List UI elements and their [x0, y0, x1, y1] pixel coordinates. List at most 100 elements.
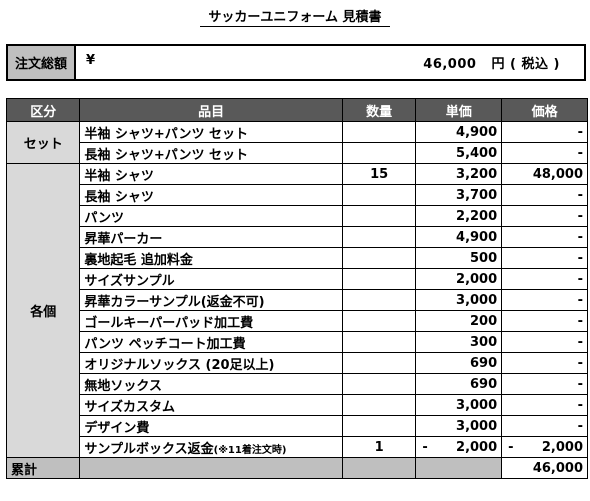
total-label: 累計	[5, 457, 81, 479]
item-quantity	[341, 394, 417, 416]
table-row: ゴールキーパーパッド加工費 200-	[7, 310, 588, 332]
estimate-table: 区分 品目 数量 単価 価格 セット 半袖 シャツ+パンツ セット 4,900- 長袖…	[5, 98, 588, 479]
item-unit-price: 300	[415, 331, 503, 353]
table-row: 昇華カラーサンプル(返金不可) 3,000-	[7, 289, 588, 311]
refund-price-value: 2,000	[541, 439, 583, 455]
item-quantity	[341, 310, 417, 332]
item-quantity	[341, 121, 417, 143]
header-price: 価格	[501, 98, 588, 122]
table-row: 長袖 シャツ+パンツ セット 5,400-	[7, 142, 588, 164]
item-quantity: 15	[341, 163, 417, 185]
item-name: ゴールキーパーパッド加工費	[79, 310, 343, 332]
item-price: -	[501, 121, 588, 143]
item-quantity	[341, 289, 417, 311]
title-underline	[200, 26, 390, 27]
total-value: 46,000	[501, 457, 588, 479]
item-name: 裏地起毛 追加料金	[79, 247, 343, 269]
item-unit-price: 3,200	[415, 163, 503, 185]
item-price: -	[501, 352, 588, 374]
item-name: 無地ソックス	[79, 373, 343, 395]
header-category: 区分	[5, 98, 81, 122]
order-total-number: 46,000	[423, 57, 477, 72]
item-name: デザイン費	[79, 415, 343, 437]
table-row: 裏地起毛 追加料金 500-	[7, 247, 588, 269]
refund-price: - 2,000	[501, 436, 588, 458]
table-row: デザイン費 3,000-	[7, 415, 588, 437]
currency-symbol: ¥	[86, 53, 96, 68]
refund-unit-price: - 2,000	[415, 436, 503, 458]
table-row: パンツ 2,200-	[7, 205, 588, 227]
total-spacer-item	[79, 457, 343, 479]
item-quantity	[341, 184, 417, 206]
item-quantity	[341, 226, 417, 248]
item-name: パンツ ペッチコート加工費	[79, 331, 343, 353]
table-row: セット 半袖 シャツ+パンツ セット 4,900-	[5, 121, 588, 164]
item-unit-price: 3,000	[415, 415, 503, 437]
header-item: 品目	[79, 98, 343, 122]
item-unit-price: 200	[415, 310, 503, 332]
category-cell: 各個	[5, 163, 81, 458]
table-row: 長袖 シャツ 3,700-	[7, 184, 588, 206]
refund-unit-price-value: 2,000	[456, 439, 498, 455]
item-unit-price: 690	[415, 373, 503, 395]
item-unit-price: 3,700	[415, 184, 503, 206]
refund-item-note: (※11着注文時)	[213, 444, 287, 456]
item-quantity	[341, 352, 417, 374]
table-row: パンツ ペッチコート加工費 300-	[7, 331, 588, 353]
item-unit-price: 3,000	[415, 394, 503, 416]
document-title: サッカーユニフォーム 見積書	[208, 10, 382, 25]
total-spacer-unit	[415, 457, 503, 479]
header-unit-price: 単価	[415, 98, 503, 122]
item-quantity	[341, 268, 417, 290]
item-name: 半袖 シャツ	[79, 163, 343, 185]
item-price: -	[501, 205, 588, 227]
item-price: -	[501, 289, 588, 311]
item-quantity	[341, 142, 417, 164]
refund-unit-price-sign: -	[422, 439, 428, 455]
item-price: -	[501, 142, 588, 164]
table-row: 無地ソックス 690-	[7, 373, 588, 395]
item-unit-price: 2,000	[415, 268, 503, 290]
table-row: オリジナルソックス (20足以上) 690-	[7, 352, 588, 374]
item-price: -	[501, 310, 588, 332]
item-unit-price: 690	[415, 352, 503, 374]
item-name: サイズカスタム	[79, 394, 343, 416]
refund-price-sign: -	[508, 439, 514, 455]
item-unit-price: 4,900	[415, 226, 503, 248]
table-row: 各個 半袖 シャツ 15 3,200 48,000	[5, 163, 588, 458]
refund-quantity: 1	[341, 436, 417, 458]
item-unit-price: 2,200	[415, 205, 503, 227]
item-name: サイズサンプル	[79, 268, 343, 290]
total-spacer-qty	[341, 457, 417, 479]
item-price: -	[501, 373, 588, 395]
table-body: セット 半袖 シャツ+パンツ セット 4,900- 長袖 シャツ+パンツ セット 5,4…	[5, 121, 588, 458]
order-total-value: ¥ 46,000 円 ( 税込 )	[74, 44, 586, 81]
item-quantity	[341, 373, 417, 395]
item-name: パンツ	[79, 205, 343, 227]
refund-item-label: サンプルボックス返金	[84, 441, 214, 457]
item-quantity	[341, 331, 417, 353]
table-row: 昇華パーカー 4,900-	[7, 226, 588, 248]
item-price: 48,000	[501, 163, 588, 185]
order-total-amount: 46,000 円 ( 税込 )	[423, 53, 580, 72]
category-cell: セット	[5, 121, 81, 164]
item-name: 長袖 シャツ	[79, 184, 343, 206]
item-unit-price: 4,900	[415, 121, 503, 143]
item-quantity	[341, 205, 417, 227]
item-name: 昇華パーカー	[79, 226, 343, 248]
table-row: サイズサンプル 2,000-	[7, 268, 588, 290]
item-unit-price: 5,400	[415, 142, 503, 164]
item-name: 半袖 シャツ+パンツ セット	[79, 121, 343, 143]
item-price: -	[501, 415, 588, 437]
item-price: -	[501, 331, 588, 353]
refund-item-name: サンプルボックス返金(※11着注文時)	[79, 436, 343, 458]
item-price: -	[501, 394, 588, 416]
order-total-summary: 注文総額 ¥ 46,000 円 ( 税込 )	[6, 44, 586, 81]
refund-row: サンプルボックス返金(※11着注文時) 1-2,000-2,000	[7, 436, 588, 458]
item-price: -	[501, 268, 588, 290]
item-price: -	[501, 226, 588, 248]
table-row: サイズカスタム 3,000-	[7, 394, 588, 416]
item-name: 昇華カラーサンプル(返金不可)	[79, 289, 343, 311]
item-quantity	[341, 415, 417, 437]
header-quantity: 数量	[341, 98, 417, 122]
